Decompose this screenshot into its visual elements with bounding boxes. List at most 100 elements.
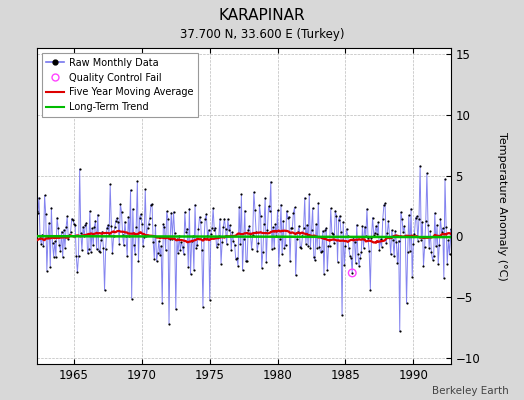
Point — [101, 287, 109, 294]
Point — [364, 235, 372, 242]
Point — [232, 256, 240, 262]
Point — [289, 210, 298, 216]
Point — [224, 216, 232, 222]
Point — [430, 252, 438, 259]
Point — [123, 253, 132, 260]
Point — [434, 261, 442, 267]
Point — [242, 258, 250, 265]
Point — [285, 213, 293, 220]
Point — [312, 221, 320, 227]
Point — [299, 224, 308, 231]
Point — [223, 241, 231, 247]
Point — [106, 181, 114, 188]
Point — [380, 202, 388, 209]
Point — [335, 213, 344, 219]
Point — [111, 224, 119, 231]
Point — [254, 240, 263, 246]
Point — [162, 208, 171, 215]
Point — [270, 244, 278, 251]
Point — [340, 262, 348, 268]
Point — [353, 222, 361, 228]
Point — [443, 260, 452, 267]
Point — [338, 312, 346, 318]
Point — [424, 222, 432, 228]
Point — [85, 208, 94, 214]
Point — [40, 192, 49, 198]
Point — [56, 248, 64, 254]
Point — [108, 250, 117, 257]
Point — [71, 222, 79, 228]
Point — [383, 230, 391, 236]
Point — [432, 243, 440, 249]
Point — [410, 230, 419, 237]
Point — [206, 230, 215, 237]
Point — [32, 208, 41, 214]
Point — [215, 233, 223, 239]
Point — [175, 232, 183, 239]
Point — [319, 228, 327, 234]
Point — [433, 222, 441, 228]
Point — [382, 240, 390, 246]
Point — [149, 239, 157, 245]
Point — [326, 205, 335, 212]
Y-axis label: Temperature Anomaly (°C): Temperature Anomaly (°C) — [497, 132, 507, 280]
Point — [337, 229, 345, 235]
Point — [368, 214, 377, 221]
Point — [263, 227, 271, 234]
Point — [189, 233, 197, 240]
Point — [411, 215, 420, 221]
Point — [82, 220, 91, 226]
Point — [251, 207, 259, 213]
Point — [431, 210, 439, 216]
Point — [177, 239, 185, 245]
Point — [294, 229, 302, 235]
Point — [398, 216, 406, 222]
Point — [107, 222, 115, 229]
Point — [321, 227, 329, 233]
Point — [57, 228, 66, 235]
Point — [356, 254, 364, 261]
Point — [303, 222, 311, 228]
Point — [435, 242, 443, 248]
Point — [74, 252, 83, 259]
Point — [260, 220, 268, 227]
Point — [84, 246, 93, 252]
Point — [72, 253, 81, 259]
Point — [201, 215, 210, 222]
Point — [389, 236, 397, 243]
Point — [447, 252, 456, 259]
Point — [173, 236, 181, 243]
Point — [68, 215, 76, 222]
Point — [51, 238, 59, 245]
Point — [423, 170, 431, 176]
Point — [98, 228, 106, 235]
Point — [91, 218, 100, 224]
Point — [370, 230, 379, 236]
Point — [302, 240, 310, 247]
Point — [180, 251, 188, 257]
Point — [339, 219, 347, 225]
Point — [252, 228, 260, 235]
Point — [66, 232, 74, 238]
Point — [402, 300, 411, 306]
Point — [42, 268, 51, 274]
Point — [348, 270, 356, 276]
Point — [261, 195, 269, 201]
Point — [165, 321, 173, 327]
Point — [132, 224, 140, 230]
Point — [205, 296, 214, 303]
Point — [449, 226, 457, 232]
Point — [90, 224, 99, 230]
Point — [258, 264, 266, 271]
Point — [102, 245, 110, 252]
Point — [144, 225, 152, 231]
Point — [31, 342, 40, 349]
Point — [392, 239, 400, 246]
Point — [131, 251, 139, 257]
Point — [35, 194, 43, 201]
Point — [266, 208, 274, 214]
Point — [405, 212, 413, 218]
Point — [156, 252, 164, 259]
Point — [204, 227, 213, 233]
Point — [244, 227, 253, 233]
